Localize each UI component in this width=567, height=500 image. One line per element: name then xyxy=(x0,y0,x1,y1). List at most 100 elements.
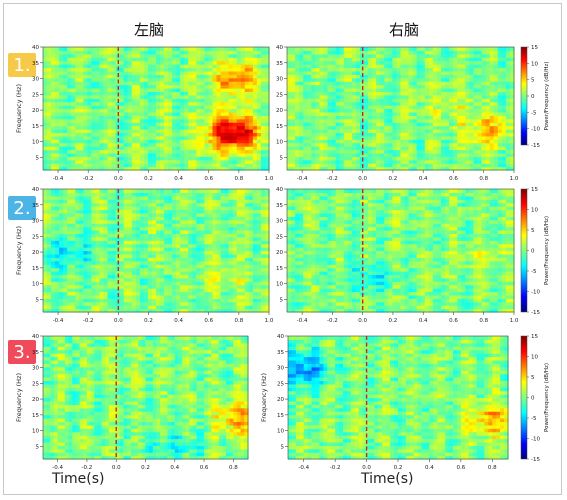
heatmap-cell xyxy=(147,108,153,113)
heatmap-cell xyxy=(216,139,222,144)
heatmap-cell xyxy=(420,142,426,147)
heatmap-cell xyxy=(256,115,262,120)
heatmap-cell xyxy=(264,111,270,116)
heatmap-cell xyxy=(323,94,329,99)
heatmap-cell xyxy=(453,163,458,168)
heatmap-cell xyxy=(135,111,141,116)
heatmap-cell xyxy=(351,125,357,130)
heatmap-cell xyxy=(99,84,105,89)
heatmap-cell xyxy=(252,111,258,116)
heatmap-cell xyxy=(200,139,206,144)
heatmap-cell xyxy=(256,129,262,134)
heatmap-cell xyxy=(469,67,475,72)
heatmap-cell xyxy=(445,47,450,52)
heatmap-cell xyxy=(123,291,129,296)
heatmap-cell xyxy=(47,125,52,130)
heatmap-cell xyxy=(51,206,56,211)
heatmap-cell xyxy=(127,288,133,293)
heatmap-cell xyxy=(420,91,426,96)
heatmap-cell xyxy=(79,132,84,137)
heatmap-cell xyxy=(91,105,97,110)
y-tick-label: 25 xyxy=(32,92,39,98)
heatmap-cell xyxy=(485,57,491,62)
heatmap-cell xyxy=(43,219,48,224)
heatmap-cell xyxy=(135,308,141,313)
y-tick-label: 35 xyxy=(276,61,283,67)
heatmap-cell xyxy=(135,146,141,151)
heatmap-cell xyxy=(51,223,56,228)
heatmap-cell xyxy=(396,166,402,171)
heatmap-cell xyxy=(43,152,48,157)
heatmap-cell xyxy=(156,115,161,120)
heatmap-cell xyxy=(127,202,133,207)
heatmap-cell xyxy=(67,60,72,65)
heatmap-cell xyxy=(107,98,113,103)
heatmap-cell xyxy=(83,101,88,106)
heatmap-cell xyxy=(303,74,308,79)
heatmap-cell xyxy=(87,264,93,269)
heatmap-cell xyxy=(172,57,177,62)
heatmap-cell xyxy=(107,88,113,93)
heatmap-cell xyxy=(339,47,345,52)
heatmap-cell xyxy=(111,301,117,306)
heatmap-cell xyxy=(87,129,93,134)
heatmap-cell xyxy=(83,94,88,99)
heatmap-cell xyxy=(55,291,60,296)
heatmap-cell xyxy=(404,115,410,120)
heatmap-cell xyxy=(192,70,197,75)
heatmap-cell xyxy=(79,216,84,221)
heatmap-cell xyxy=(432,74,438,79)
heatmap-cell xyxy=(107,277,113,282)
heatmap-cell xyxy=(83,202,88,207)
heatmap-cell xyxy=(71,88,76,93)
heatmap-cell xyxy=(408,67,414,72)
heatmap-cell xyxy=(164,159,169,164)
heatmap-cell xyxy=(315,108,321,113)
heatmap-cell xyxy=(432,163,438,168)
heatmap-cell xyxy=(287,88,292,93)
heatmap-cell xyxy=(315,77,321,82)
heatmap-cell xyxy=(139,267,145,272)
heatmap-cell xyxy=(449,149,454,154)
heatmap-cell xyxy=(489,70,495,75)
heatmap-cell xyxy=(55,264,60,269)
heatmap-cell xyxy=(123,298,129,303)
heatmap-cell xyxy=(143,64,149,69)
heatmap-cell xyxy=(119,146,125,151)
heatmap-cell xyxy=(228,146,234,151)
heatmap-cell xyxy=(339,57,345,62)
heatmap-cell xyxy=(232,91,238,96)
heatmap-cell xyxy=(493,88,499,93)
heatmap-cell xyxy=(295,166,300,171)
heatmap-cell xyxy=(228,142,234,147)
heatmap-cell xyxy=(481,115,487,120)
heatmap-cell xyxy=(327,67,333,72)
heatmap-cell xyxy=(111,129,117,134)
heatmap-cell xyxy=(172,166,177,171)
heatmap-cell xyxy=(376,125,381,130)
heatmap-cell xyxy=(75,260,80,265)
heatmap-cell xyxy=(79,195,84,200)
heatmap-cell xyxy=(103,240,109,245)
heatmap-cell xyxy=(156,53,161,58)
heatmap-cell xyxy=(327,152,333,157)
heatmap-cell xyxy=(303,122,308,127)
heatmap-cell xyxy=(428,118,434,123)
heatmap-cell xyxy=(55,125,60,130)
heatmap-cell xyxy=(115,57,121,62)
heatmap-cell xyxy=(135,209,141,214)
heatmap-cell xyxy=(212,98,218,103)
heatmap-cell xyxy=(400,142,406,147)
heatmap-cell xyxy=(445,149,450,154)
heatmap-cell xyxy=(432,57,438,62)
heatmap-cell xyxy=(449,105,454,110)
heatmap-cell xyxy=(208,47,214,52)
heatmap-cell xyxy=(164,91,169,96)
heatmap-cell xyxy=(264,57,270,62)
heatmap-cell xyxy=(192,50,197,55)
heatmap-cell xyxy=(441,118,446,123)
heatmap-cell xyxy=(252,105,258,110)
heatmap-cell xyxy=(335,125,341,130)
heatmap-cell xyxy=(95,277,101,282)
heatmap-cell xyxy=(424,57,430,62)
